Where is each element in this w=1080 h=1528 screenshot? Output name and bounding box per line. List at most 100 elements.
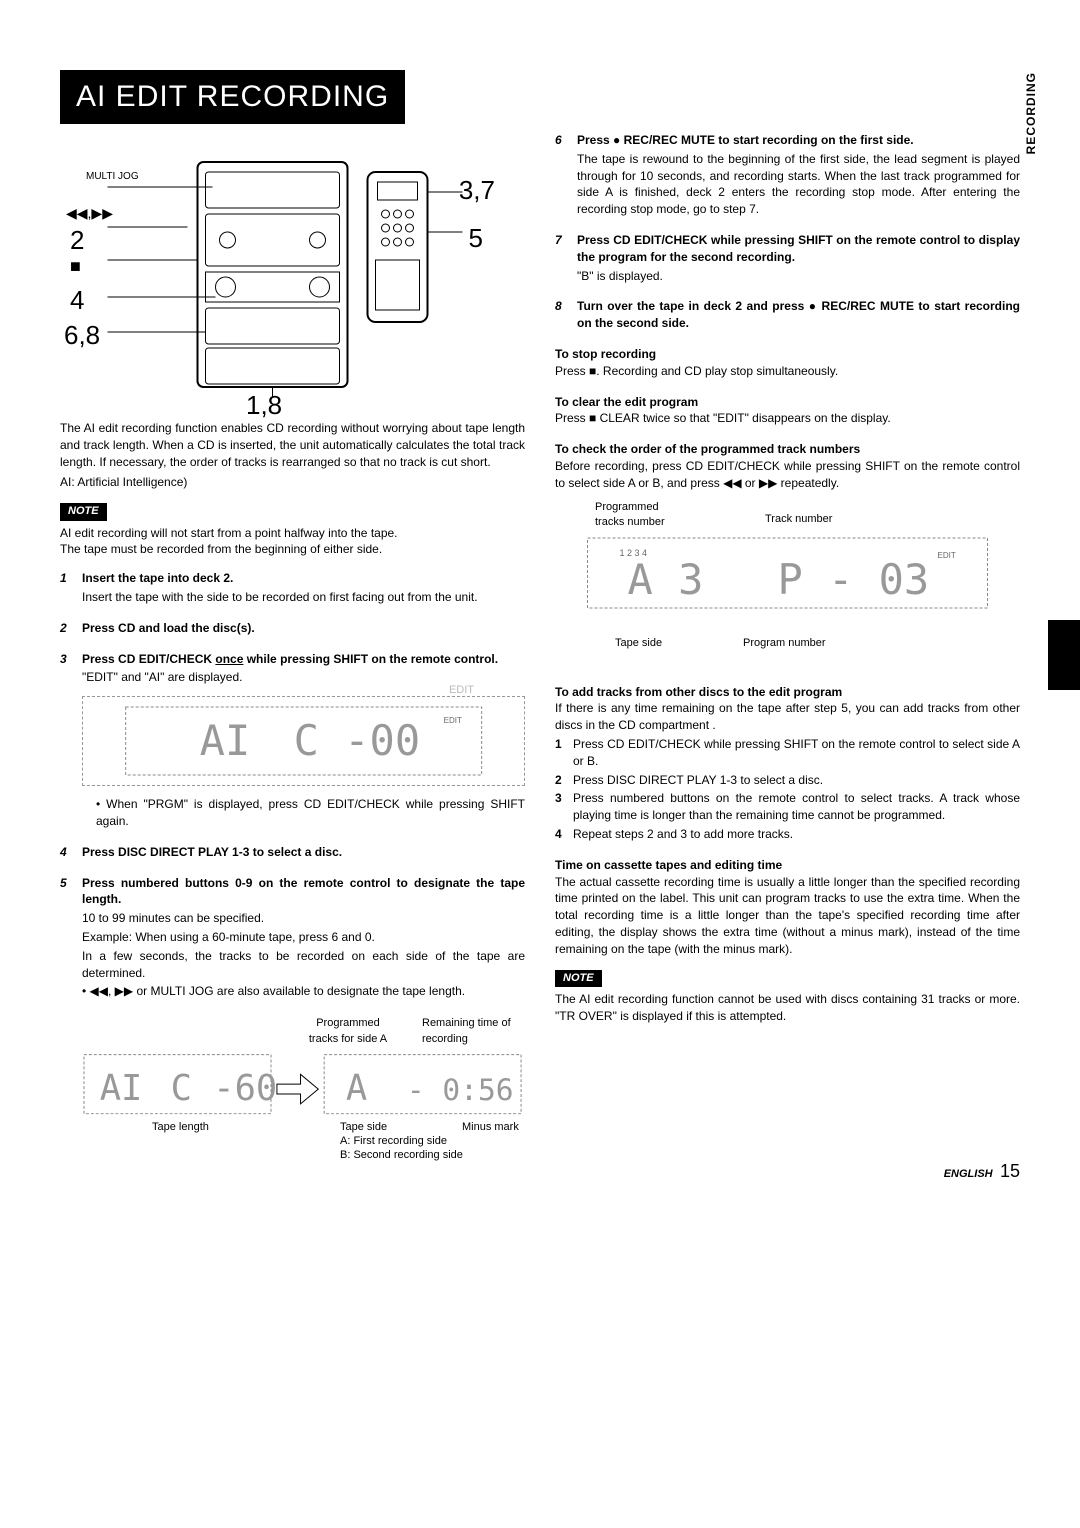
check-head: To check the order of the programmed tra… [555,441,1020,458]
step-5: 5 Press numbered buttons 0-9 on the remo… [60,875,525,1171]
page-footer: ENGLISH 15 [944,1159,1020,1184]
add-b2: 2Press DISC DIRECT PLAY 1-3 to select a … [555,772,1020,789]
label-prognum: Program number [743,636,826,651]
step-num: 1 [60,570,74,606]
stop-rec-text: Press ■. Recording and CD play stop simu… [555,363,1020,380]
step-7: 7 Press CD EDIT/CHECK while pressing SHI… [555,232,1020,284]
note-badge-1: NOTE [60,503,107,520]
step-num: 5 [60,875,74,1171]
step-6: 6 Press ● REC/REC MUTE to start recordin… [555,132,1020,218]
step-5-sub4: • ◀◀, ▶▶ or MULTI JOG are also available… [82,983,525,1000]
label-tracknum: Track number [765,512,832,527]
label-rewff: ◀◀,▶▶ [66,204,113,224]
note-badge-2: NOTE [555,970,602,987]
svg-text:C -00: C -00 [293,716,419,765]
svg-text:C -60: C -60 [171,1068,278,1109]
intro-paragraph: The AI edit recording function enables C… [60,420,525,470]
device-diagram: MULTI JOG ◀◀,▶▶ 2 ■ 4 6,8 1,8 3,7 5 [60,132,525,412]
label-tapelen: Tape length [152,1120,209,1135]
step-2-head: Press CD and load the disc(s). [82,620,525,637]
callout-68: 6,8 [64,317,100,353]
svg-text:AI: AI [199,716,250,765]
side-tab-recording: RECORDING [1023,72,1040,154]
step-num: 3 [60,651,74,830]
step-1-sub: Insert the tape with the side to be reco… [82,589,525,606]
left-column: MULTI JOG ◀◀,▶▶ 2 ■ 4 6,8 1,8 3,7 5 The … [60,132,525,1184]
add-b2-text: Press DISC DIRECT PLAY 1-3 to select a d… [573,772,1020,789]
label-minus: Minus mark [462,1120,519,1135]
step-3-bullet-text: • When "PRGM" is displayed, press CD EDI… [96,796,525,830]
label-progtracks: Programmed tracks number [595,500,685,531]
step-1: 1 Insert the tape into deck 2. Insert th… [60,570,525,606]
svg-text:A: A [346,1068,367,1109]
svg-text:EDIT: EDIT [443,716,461,725]
page-title: AI EDIT RECORDING [60,70,405,124]
step-8-head: Turn over the tape in deck 2 and press ●… [577,298,1020,332]
timeon-text: The actual cassette recording time is us… [555,874,1020,958]
step-num: 8 [555,298,569,332]
callout-4: 4 [70,282,84,318]
side-black-tab [1048,620,1080,690]
display-figure-tape: Programmed tracks for side A Remaining t… [82,1020,525,1170]
display-figure-ai: EDIT AI C -00 EDIT [82,696,525,786]
add-tracks-head: To add tracks from other discs to the ed… [555,684,1020,701]
step-num: 4 [60,844,74,861]
steps-left: 1 Insert the tape into deck 2. Insert th… [60,570,525,1170]
step-4-head: Press DISC DIRECT PLAY 1-3 to select a d… [82,844,525,861]
callout-18: 1,8 [246,387,282,423]
callout-5: 5 [469,220,483,256]
step-1-head: Insert the tape into deck 2. [82,570,525,587]
step-3-once: once [215,652,243,666]
step-5-sub1: 10 to 99 minutes can be specified. [82,910,525,927]
svg-text:A 3: A 3 [628,555,704,604]
step-5-head: Press numbered buttons 0-9 on the remote… [82,875,525,909]
step-7-sub: "B" is displayed. [577,268,1020,285]
footer-page: 15 [1000,1161,1020,1181]
note2-text: The AI edit recording function cannot be… [555,991,1020,1025]
step-3: 3 Press CD EDIT/CHECK once while pressin… [60,651,525,830]
clear-text: Press ■ CLEAR twice so that "EDIT" disap… [555,410,1020,427]
step-6-sub: The tape is rewound to the beginning of … [577,151,1020,218]
display-figure-program: Programmed tracks number Track number 1 … [555,500,1020,670]
label-edit: EDIT [449,683,474,698]
step-num: 2 [60,620,74,637]
step-3-b: while pressing SHIFT on the remote contr… [243,652,498,666]
step-5-sub2: Example: When using a 60-minute tape, pr… [82,929,525,946]
add-b1: 1Press CD EDIT/CHECK while pressing SHIF… [555,736,1020,770]
ai-abbrev: AI: Artificial Intelligence) [60,474,525,491]
check-text: Before recording, press CD EDIT/CHECK wh… [555,458,1020,492]
svg-text:P - 03: P - 03 [778,555,930,604]
label-tapeside2: Tape side [615,636,662,651]
callout-37: 3,7 [459,172,495,208]
footer-lang: ENGLISH [944,1168,993,1180]
add-b4: 4Repeat steps 2 and 3 to add more tracks… [555,826,1020,843]
step-num: 7 [555,232,569,284]
note1-line1: AI edit recording will not start from a … [60,525,525,542]
step-8: 8 Turn over the tape in deck 2 and press… [555,298,1020,332]
add-b3-text: Press numbered buttons on the remote con… [573,790,1020,824]
label-multi-jog: MULTI JOG [86,170,139,184]
label-tapeside-b: B: Second recording side [340,1148,463,1163]
step-4: 4 Press DISC DIRECT PLAY 1-3 to select a… [60,844,525,861]
step-7-head: Press CD EDIT/CHECK while pressing SHIFT… [577,232,1020,266]
steps-right: 6 Press ● REC/REC MUTE to start recordin… [555,132,1020,332]
step-3-head: Press CD EDIT/CHECK once while pressing … [82,651,525,668]
add-b3: 3Press numbered buttons on the remote co… [555,790,1020,824]
step-2: 2 Press CD and load the disc(s). [60,620,525,637]
label-prog-a: Programmed tracks for side A [308,1016,388,1047]
step-5-sub3: In a few seconds, the tracks to be recor… [82,948,525,982]
note1-line2: The tape must be recorded from the begin… [60,541,525,558]
callout-2: 2 [70,222,84,258]
step-num: 6 [555,132,569,218]
step-3-a: Press CD EDIT/CHECK [82,652,215,666]
label-stop: ■ [70,254,81,279]
add-b1-text: Press CD EDIT/CHECK while pressing SHIFT… [573,736,1020,770]
step-6-head: Press ● REC/REC MUTE to start recording … [577,132,1020,149]
add-b4-text: Repeat steps 2 and 3 to add more tracks. [573,826,1020,843]
clear-head: To clear the edit program [555,394,1020,411]
timeon-head: Time on cassette tapes and editing time [555,857,1020,874]
svg-text:EDIT: EDIT [938,551,956,560]
label-remtime: Remaining time of recording [422,1016,512,1047]
right-column: 6 Press ● REC/REC MUTE to start recordin… [555,132,1020,1184]
svg-text:AI: AI [100,1068,143,1109]
